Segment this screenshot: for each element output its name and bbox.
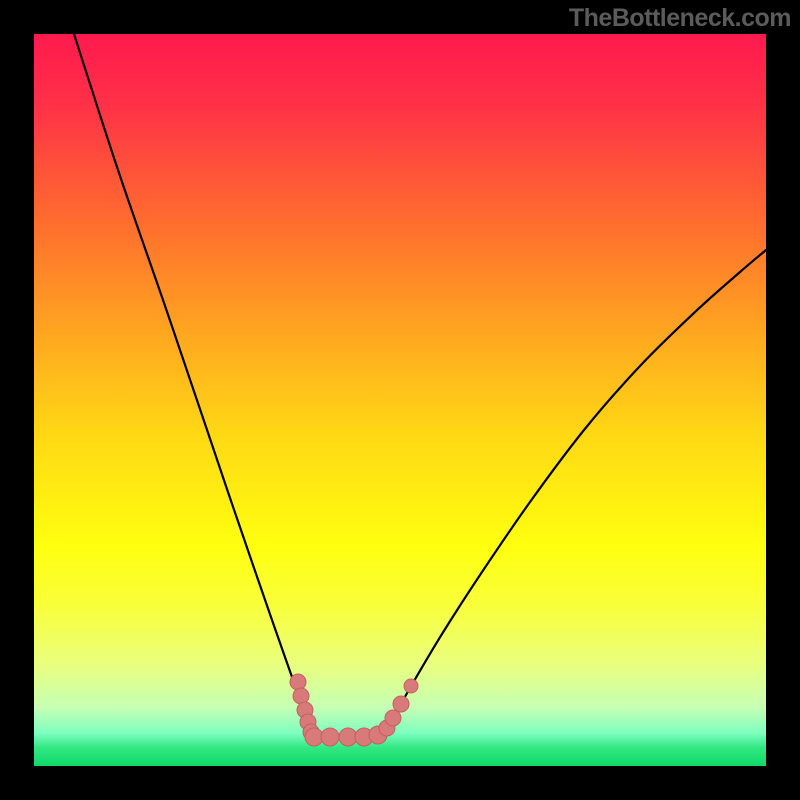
- data-dot: [404, 679, 418, 693]
- plot-area: [34, 34, 766, 766]
- data-dot: [339, 728, 357, 746]
- data-dot: [369, 726, 387, 744]
- data-dot: [379, 720, 395, 736]
- curve-left: [74, 34, 313, 737]
- data-dot: [297, 702, 313, 718]
- data-dot: [300, 714, 316, 730]
- data-dot: [293, 688, 309, 704]
- data-dot: [321, 728, 339, 746]
- data-dot: [385, 710, 401, 726]
- data-dot: [355, 728, 373, 746]
- curves-overlay: [34, 34, 766, 766]
- data-dot: [303, 724, 319, 740]
- data-dot: [305, 728, 323, 746]
- watermark-text: TheBottleneck.com: [569, 4, 791, 33]
- data-dot: [290, 674, 306, 690]
- curve-right: [382, 250, 766, 737]
- dots-group: [290, 674, 418, 746]
- data-dot: [393, 696, 409, 712]
